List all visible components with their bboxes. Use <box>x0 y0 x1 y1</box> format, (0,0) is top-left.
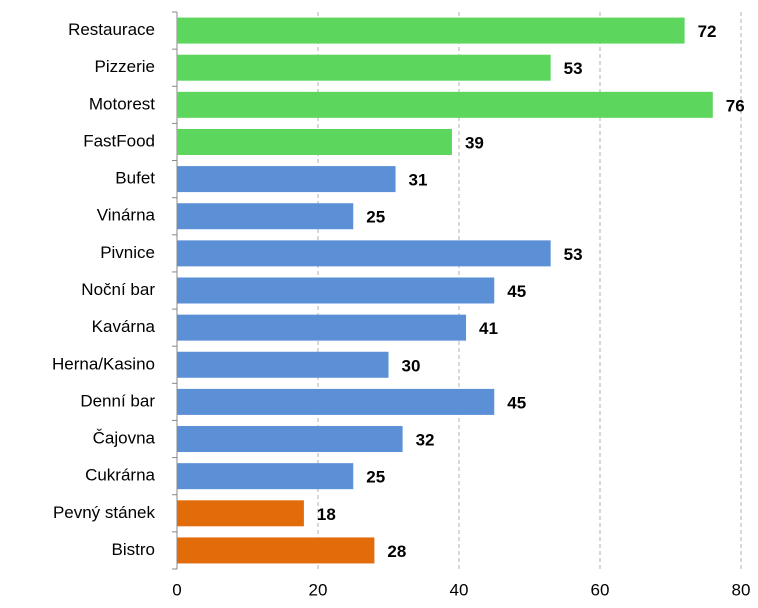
bar <box>177 277 495 304</box>
x-tick-label: 80 <box>732 580 751 599</box>
value-label: 25 <box>366 208 385 227</box>
value-label: 25 <box>366 468 385 487</box>
y-tick-label: Pizzerie <box>95 57 155 76</box>
value-label: 30 <box>402 356 421 375</box>
bar <box>177 128 452 155</box>
bar <box>177 240 551 267</box>
bar <box>177 463 354 490</box>
value-label: 53 <box>564 245 583 264</box>
bar <box>177 500 304 527</box>
bar <box>177 314 467 341</box>
x-tick-label: 60 <box>591 580 610 599</box>
x-tick-label: 0 <box>172 580 181 599</box>
y-tick-label: Noční bar <box>81 280 155 299</box>
x-tick-label: 40 <box>450 580 469 599</box>
bar <box>177 351 389 378</box>
y-tick-label: Pivnice <box>100 243 155 262</box>
value-label: 28 <box>387 542 406 561</box>
x-tick-label: 20 <box>309 580 328 599</box>
y-tick-label: Čajovna <box>93 429 156 448</box>
value-label: 72 <box>698 22 717 41</box>
value-label: 39 <box>465 133 484 152</box>
bar <box>177 388 495 415</box>
bar <box>177 537 375 564</box>
value-label: 32 <box>416 431 435 450</box>
value-label: 53 <box>564 59 583 78</box>
y-tick-label: Pevný stánek <box>53 503 156 522</box>
y-tick-label: Vinárna <box>97 206 156 225</box>
y-tick-label: FastFood <box>83 131 155 150</box>
value-label: 45 <box>507 393 526 412</box>
bar <box>177 17 685 44</box>
y-tick-label: Restaurace <box>68 20 155 39</box>
y-tick-label: Bistro <box>112 540 155 559</box>
value-label: 45 <box>507 282 526 301</box>
y-tick-label: Denní bar <box>80 391 155 410</box>
value-label: 41 <box>479 319 498 338</box>
bar <box>177 426 403 453</box>
y-tick-label: Kavárna <box>92 317 156 336</box>
y-tick-label: Motorest <box>89 94 155 113</box>
bar <box>177 166 396 193</box>
value-label: 31 <box>409 171 428 190</box>
bar <box>177 203 354 230</box>
y-tick-label: Bufet <box>115 169 155 188</box>
value-label: 76 <box>726 96 745 115</box>
bar <box>177 91 713 118</box>
y-tick-label: Herna/Kasino <box>52 354 155 373</box>
bar <box>177 54 551 81</box>
value-label: 18 <box>317 505 336 524</box>
y-tick-label: Cukrárna <box>85 466 155 485</box>
